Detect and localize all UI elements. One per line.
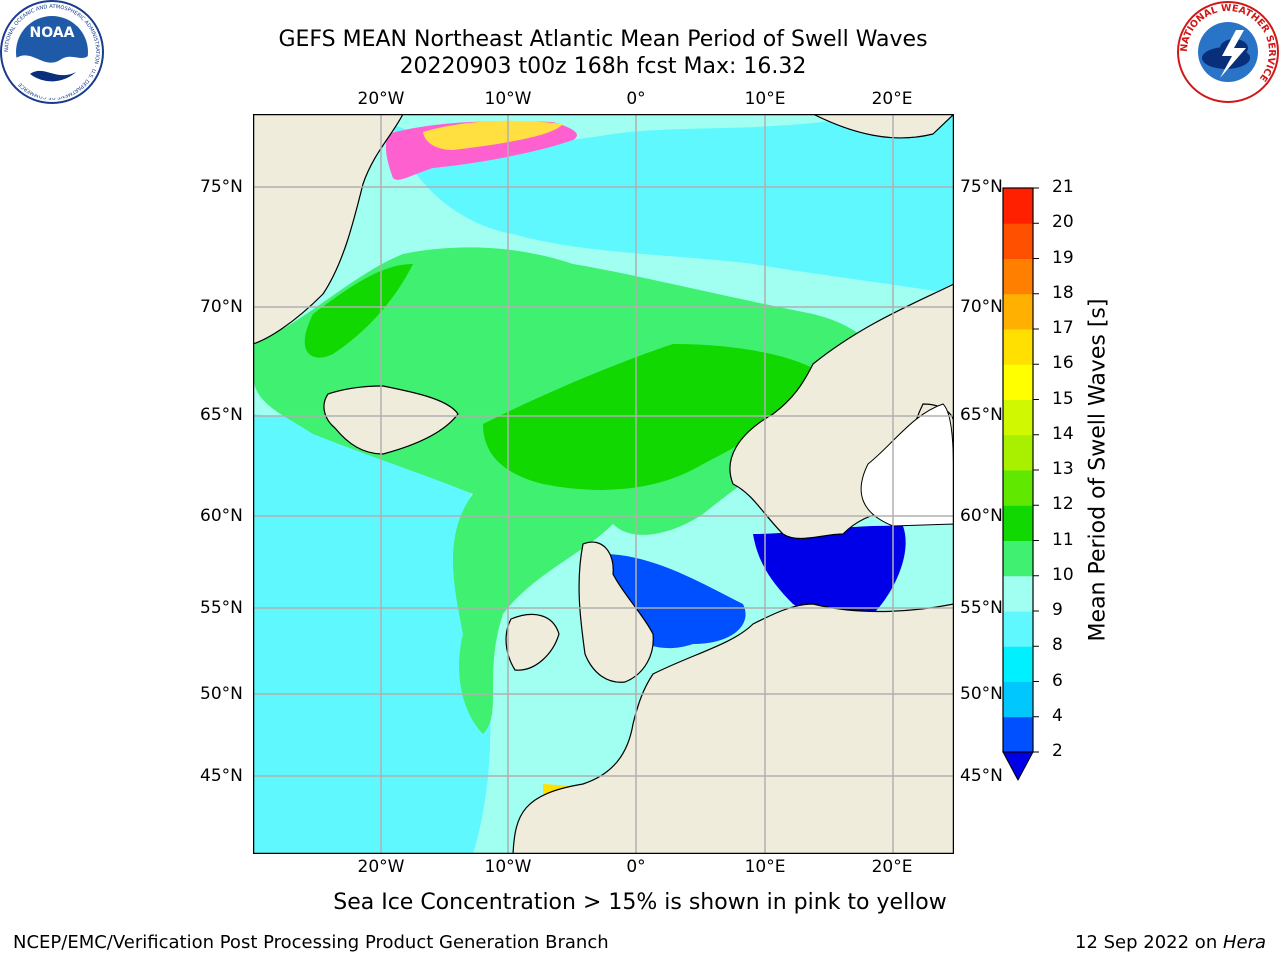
lon-label-0-top: 0° [626,89,646,109]
colorbar-tick-label: 15 [1052,388,1074,409]
colorbar-tick-label: 10 [1052,564,1074,585]
colorbar-band [1003,399,1033,436]
lat-label-55n-left: 55°N [200,598,243,618]
swell-period-map [252,113,955,855]
lat-label-55n-right: 55°N [960,598,1003,618]
colorbar-band [1003,575,1033,612]
colorbar-tick-label: 20 [1052,212,1074,233]
colorbar-band [1003,188,1033,224]
lat-label-60n-left: 60°N [200,506,243,526]
land-svalbard [812,114,954,139]
lon-label-20w-top: 20°W [357,89,405,109]
colorbar [1002,187,1039,782]
footer-date: 12 Sep 2022 on Hera [1075,932,1266,953]
colorbar-band [1003,223,1033,259]
colorbar-label: Mean Period of Swell Waves [s] [1085,298,1111,642]
lon-label-10e-bottom: 10°E [744,857,786,877]
colorbar-tick-label: 21 [1052,177,1074,197]
colorbar-band [1003,716,1033,753]
lat-label-65n-right: 65°N [960,405,1003,425]
colorbar-tick-label: 18 [1052,282,1074,303]
land-iceland [323,385,459,455]
colorbar-band [1003,364,1033,400]
lon-label-0-bottom: 0° [626,857,646,877]
colorbar-tick-label: 2 [1052,741,1063,761]
colorbar-tick-label: 17 [1052,318,1074,338]
colorbar-tick-label: 8 [1052,635,1063,656]
nws-logo: NATIONAL WEATHER SERVICE [1176,0,1280,104]
colorbar-band [1003,540,1033,577]
sea-ice-caption: Sea Ice Concentration > 15% is shown in … [333,890,947,915]
field-10-11s-west [304,264,413,358]
colorbar-band [1003,681,1033,718]
lat-label-45n-right: 45°N [960,766,1003,786]
footer-date-text: 12 Sep 2022 on [1075,932,1223,953]
colorbar-tick-label: 6 [1052,670,1063,691]
colorbar-tick-label: 19 [1052,247,1074,268]
land-great-britain [578,541,654,683]
colorbar-tick-label: 9 [1052,600,1063,620]
lat-label-70n-right: 70°N [960,297,1003,317]
lon-label-10e-top: 10°E [744,89,786,109]
footer-credit: NCEP/EMC/Verification Post Processing Pr… [13,932,609,953]
lon-label-20w-bottom: 20°W [357,857,405,877]
lat-label-70n-left: 70°N [200,297,243,317]
lat-label-50n-right: 50°N [960,684,1003,704]
chart-subtitle: 20220903 t00z 168h fcst Max: 16.32 [399,54,807,79]
noaa-logo: NATIONAL OCEANIC AND ATMOSPHERIC ADMINIS… [0,0,105,105]
lat-label-75n-right: 75°N [960,177,1003,197]
colorbar-band [1003,329,1033,365]
lon-label-10w-top: 10°W [484,89,532,109]
chart-title: GEFS MEAN Northeast Atlantic Mean Period… [278,27,928,52]
lat-label-60n-right: 60°N [960,506,1003,526]
colorbar-band [1003,505,1033,541]
colorbar-band [1003,434,1033,471]
noaa-logo-text: NOAA [30,25,75,41]
colorbar-band [1003,646,1033,682]
map-frame [252,113,955,855]
colorbar-band [1003,293,1033,330]
footer-host: Hera [1222,932,1266,953]
colorbar-tick-label: 12 [1052,494,1074,515]
colorbar-tick-label: 14 [1052,423,1074,444]
land-ireland [505,613,560,671]
colorbar-band [1003,470,1033,506]
graticule [253,114,954,854]
colorbar-band [1003,258,1033,295]
land-continent [512,603,954,854]
lat-label-50n-left: 50°N [200,684,243,704]
sea-ice-core [423,120,563,150]
lat-label-75n-left: 75°N [200,177,243,197]
lon-label-20e-bottom: 20°E [871,857,913,877]
map-border [252,113,955,855]
colorbar-tick-label: 16 [1052,353,1074,374]
colorbar-extend-arrow [1002,751,1034,782]
field-6-8s-west [253,411,493,854]
land-greenland [253,114,404,345]
field-2s-baltic [753,525,906,620]
colorbar-tick-label: 13 [1052,459,1074,479]
field-6-8s-north [393,114,954,294]
lon-label-10w-bottom: 10°W [484,857,532,877]
colorbar-band [1003,611,1033,647]
colorbar-tick-label: 4 [1052,705,1063,726]
lon-label-20e-top: 20°E [871,89,913,109]
colorbar-tick-label: 11 [1052,529,1074,550]
lat-label-65n-left: 65°N [200,405,243,425]
field-10-11s-core [483,344,823,490]
lat-label-45n-left: 45°N [200,766,243,786]
